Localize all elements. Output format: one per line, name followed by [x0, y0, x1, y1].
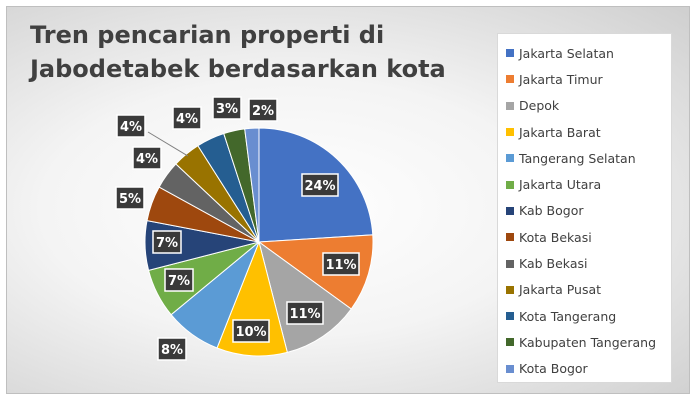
data-label: 3% — [212, 96, 242, 120]
legend-swatch — [506, 338, 514, 347]
data-label-box — [164, 268, 194, 292]
data-label-box — [232, 319, 270, 343]
leader-line — [147, 131, 189, 157]
data-label-box — [248, 98, 278, 122]
legend-label: Kota Tangerang — [519, 308, 617, 324]
legend-item: Jakarta Selatan — [506, 40, 671, 66]
data-label-box — [116, 114, 146, 138]
data-label-text: 24% — [304, 179, 335, 194]
legend-swatch — [506, 312, 514, 321]
pie-slice-kota-bogor — [244, 127, 260, 243]
legend-label: Kabupaten Tangerang — [519, 334, 657, 350]
data-label: 5% — [115, 186, 145, 210]
data-label-box — [132, 146, 162, 170]
data-label: 10% — [232, 319, 270, 343]
data-label-text: 8% — [161, 343, 183, 358]
legend-label: Jakarta Timur — [519, 71, 603, 87]
legend-swatch — [506, 206, 514, 215]
data-label-box — [115, 186, 145, 210]
data-label: 4% — [116, 114, 146, 138]
data-label: 4% — [172, 106, 202, 130]
legend-swatch — [506, 101, 514, 110]
legend-item: Kab Bogor — [506, 198, 671, 224]
legend-item: Tangerang Selatan — [506, 145, 671, 171]
legend-swatch — [506, 259, 514, 268]
legend-label: Kab Bekasi — [519, 256, 588, 272]
legend-item: Jakarta Utara — [506, 171, 671, 197]
data-label-box — [152, 230, 182, 254]
legend-item: Kota Bekasi — [506, 224, 671, 250]
legend-label: Jakarta Utara — [519, 177, 602, 193]
legend-label: Tangerang Selatan — [519, 150, 636, 166]
data-label-text: 4% — [176, 112, 198, 127]
legend-item: Kota Tangerang — [506, 303, 671, 329]
data-label-text: 10% — [235, 325, 266, 340]
legend-swatch — [506, 285, 514, 294]
legend-swatch — [506, 180, 514, 189]
data-label-text: 7% — [156, 236, 178, 251]
legend-label: Kab Bogor — [519, 203, 584, 219]
legend-swatch — [506, 128, 514, 137]
legend-item: Kabupaten Tangerang — [506, 329, 671, 355]
legend-label: Jakarta Selatan — [519, 45, 614, 61]
data-label: 11% — [286, 301, 324, 325]
chart-title: Tren pencarian properti di Jabodetabek b… — [30, 21, 446, 83]
legend-label: Jakarta Barat — [519, 124, 601, 140]
data-label-text: 11% — [289, 307, 320, 322]
legend-item: Depok — [506, 93, 671, 119]
data-label: 2% — [248, 98, 278, 122]
legend-swatch — [506, 154, 514, 163]
data-label-text: 5% — [119, 192, 141, 207]
legend-item: Jakarta Timur — [506, 66, 671, 92]
data-label-box — [172, 106, 202, 130]
legend-item: Kota Bogor — [506, 356, 671, 382]
data-label: 4% — [132, 146, 162, 170]
legend-label: Jakarta Pusat — [519, 282, 602, 298]
legend-item: Jakarta Pusat — [506, 277, 671, 303]
data-label: 8% — [157, 337, 187, 361]
legend-item: Jakarta Barat — [506, 119, 671, 145]
legend-swatch — [506, 49, 514, 58]
data-label-text: 4% — [136, 152, 158, 167]
legend-label: Kota Bogor — [519, 361, 588, 377]
data-label-text: 7% — [168, 274, 190, 289]
data-label-box — [322, 252, 360, 276]
data-label: 7% — [152, 230, 182, 254]
pie-slice-depok — [258, 240, 352, 354]
data-label: 11% — [322, 252, 360, 276]
data-label-box — [301, 173, 339, 197]
legend-label: Kota Bekasi — [519, 229, 592, 245]
data-label-text: 2% — [252, 104, 274, 119]
data-label-box — [212, 96, 242, 120]
data-label: 7% — [164, 268, 194, 292]
data-label-text: 4% — [120, 120, 142, 135]
data-label-text: 3% — [216, 102, 238, 117]
legend-swatch — [506, 364, 514, 373]
data-label-box — [286, 301, 324, 325]
legend-item: Kab Bekasi — [506, 250, 671, 276]
data-label: 24% — [301, 173, 339, 197]
legend-swatch — [506, 233, 514, 242]
legend-swatch — [506, 75, 514, 84]
chart-legend: Jakarta Selatan Jakarta Timur Depok Jakarta… — [497, 33, 672, 383]
data-label-box — [157, 337, 187, 361]
data-label-text: 11% — [325, 258, 356, 273]
legend-label: Depok — [519, 98, 560, 114]
